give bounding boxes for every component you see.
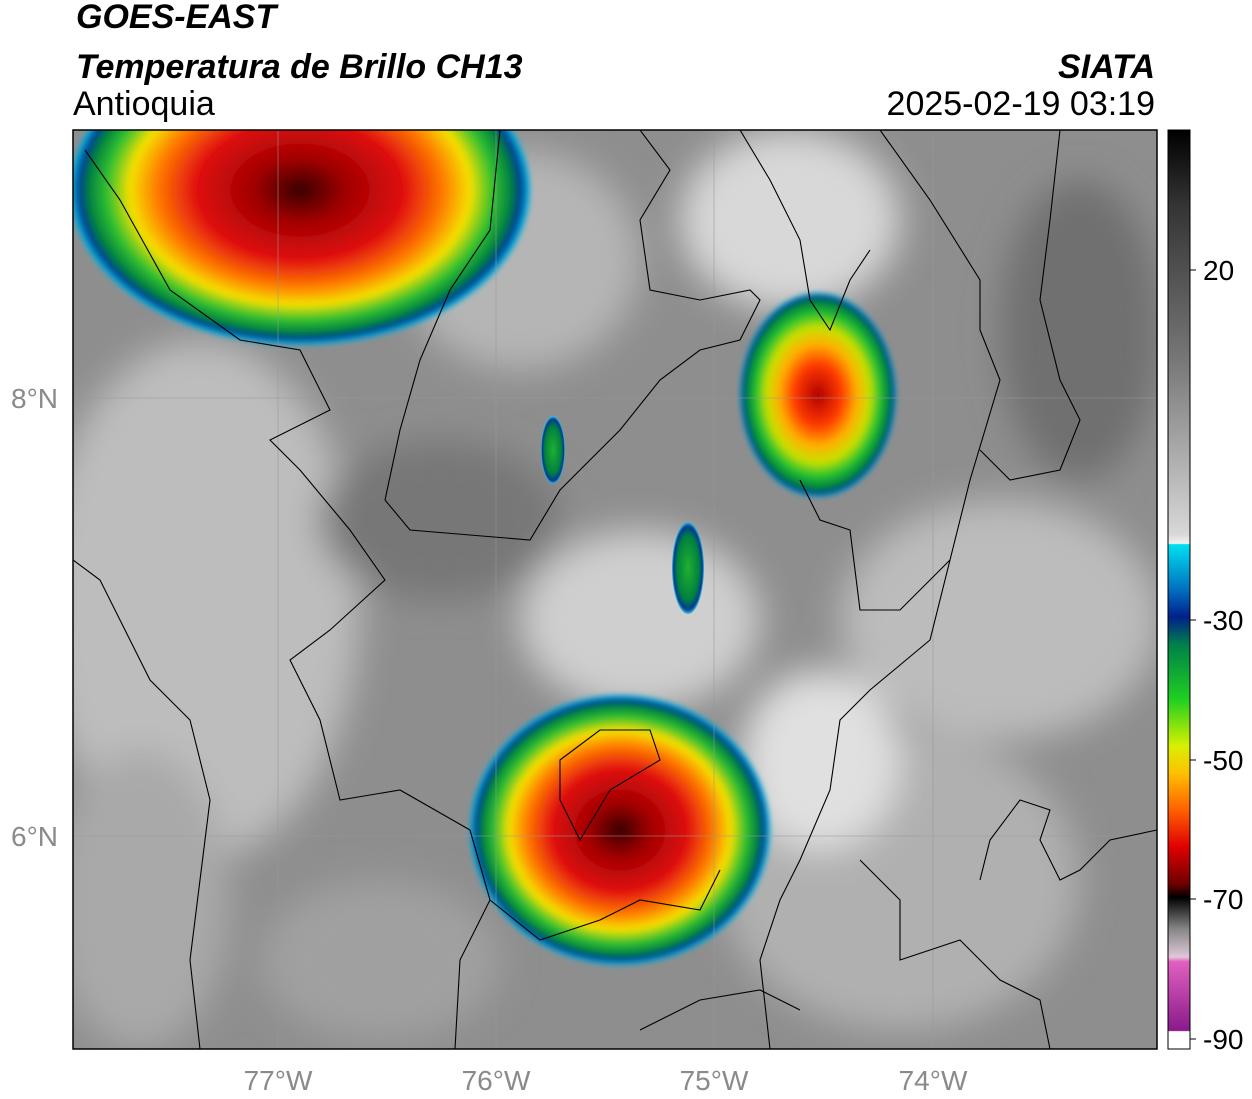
colorbar-label: -50: [1203, 745, 1243, 776]
colorbar-ticks: 20 -30 -50 -70 -90: [1190, 255, 1243, 1055]
colorbar-label: -70: [1203, 884, 1243, 915]
datetime: 2025-02-19 03:19: [887, 85, 1155, 123]
borders: [73, 130, 1157, 1049]
colorbar: [1167, 129, 1191, 1050]
lat-label: 6°N: [11, 821, 58, 852]
map-frame: [72, 129, 1158, 1050]
map-image: [73, 130, 1157, 1049]
colorbar-label: -90: [1203, 1024, 1243, 1055]
colorbar-label: 20: [1203, 255, 1234, 286]
source: SIATA: [1058, 48, 1155, 86]
lat-label: 8°N: [11, 383, 58, 414]
lon-label: 75°W: [680, 1065, 749, 1096]
region: Antioquia: [73, 85, 215, 123]
lon-label: 76°W: [462, 1065, 531, 1096]
colorbar-label: -30: [1203, 605, 1243, 636]
satellite: GOES-EAST: [76, 0, 279, 36]
lon-label: 74°W: [899, 1065, 968, 1096]
lon-label: 77°W: [244, 1065, 313, 1096]
product: Temperatura de Brillo CH13: [76, 48, 523, 86]
